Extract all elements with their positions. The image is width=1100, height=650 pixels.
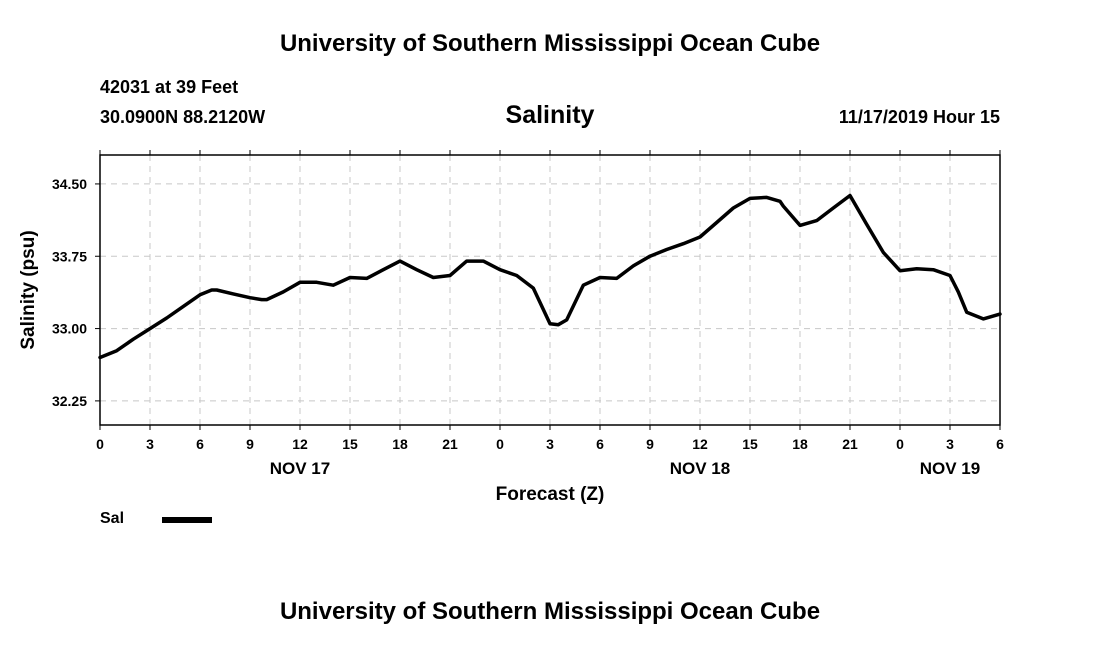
chart-title: Salinity: [505, 101, 595, 129]
x-tick-label: 0: [496, 436, 504, 452]
forecast-time: 11/17/2019 Hour 15: [838, 107, 1000, 127]
legend-swatch: [162, 517, 212, 523]
x-tick-label: 9: [246, 436, 254, 452]
x-tick-label: 6: [596, 436, 604, 452]
x-tick-label: 9: [646, 436, 654, 452]
x-tick-label: 6: [196, 436, 204, 452]
x-tick-label: 0: [96, 436, 104, 452]
x-tick-label: 12: [692, 436, 708, 452]
x-tick-label: 0: [896, 436, 904, 452]
x-tick-label: 3: [546, 436, 554, 452]
x-tick-label: 18: [792, 436, 808, 452]
x-tick-label: 3: [146, 436, 154, 452]
station-label: 42031 at 39 Feet: [100, 77, 239, 97]
y-tick-label: 34.50: [52, 176, 87, 192]
x-axis-label: Forecast (Z): [496, 484, 605, 505]
legend-label: Sal: [100, 510, 125, 527]
station-coordinates: 30.0900N 88.2120W: [100, 107, 266, 127]
org-title-top: University of Southern Mississippi Ocean…: [279, 30, 821, 57]
date-label: NOV 17: [270, 459, 330, 478]
y-axis-label: Salinity (psu): [18, 230, 39, 349]
x-tick-label: 12: [292, 436, 308, 452]
x-tick-label: 3: [946, 436, 954, 452]
series-line-sal: [98, 193, 1002, 360]
x-tick-label: 21: [842, 436, 858, 452]
y-tick-label: 32.25: [52, 393, 87, 409]
date-label: NOV 18: [670, 459, 730, 478]
y-tick-label: 33.00: [52, 321, 87, 337]
y-tick-label: 33.75: [52, 248, 87, 264]
x-tick-label: 15: [342, 436, 358, 452]
date-label: NOV 19: [920, 459, 980, 478]
x-tick-label: 6: [996, 436, 1004, 452]
org-title-bottom: University of Southern Mississippi Ocean…: [279, 598, 821, 625]
x-tick-label: 21: [442, 436, 458, 452]
x-tick-label: 18: [392, 436, 408, 452]
x-tick-label: 15: [742, 436, 758, 452]
